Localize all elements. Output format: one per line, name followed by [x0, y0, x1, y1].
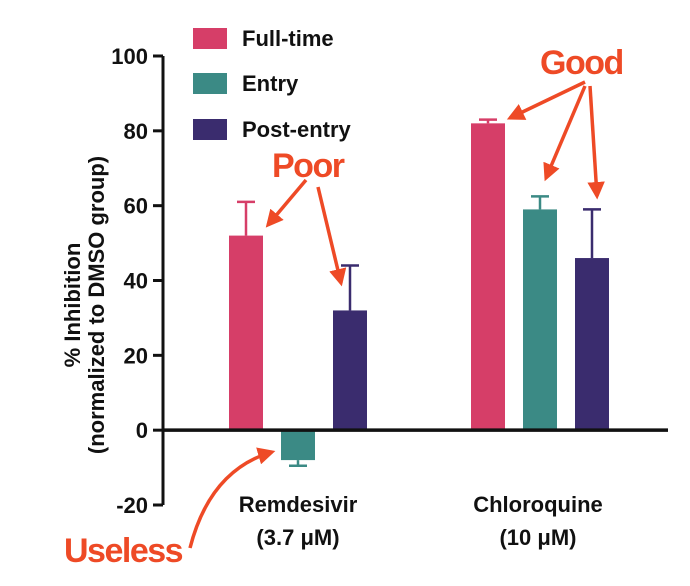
- bar-remdesivir-full-time: [229, 235, 263, 431]
- y-tick-label: 80: [124, 119, 148, 144]
- annotation-useless: Useless: [64, 532, 183, 570]
- legend-label-post-entry: Post-entry: [242, 117, 352, 142]
- legend: Full-time Entry Post-entry: [193, 26, 352, 142]
- arrow-good-to-postentry: [587, 85, 605, 200]
- x-category-remdesivir: Remdesivir (3.7 μM): [239, 492, 358, 550]
- y-tick-label: 60: [124, 194, 148, 219]
- category-label-remdesivir-dose: (3.7 μM): [256, 525, 339, 550]
- y-tick-label: -20: [116, 493, 148, 518]
- bar-chloroquine-full-time: [471, 123, 505, 431]
- arrow-poor-to-postentry: [316, 186, 347, 287]
- arrow-useless-to-entry: [188, 447, 276, 549]
- bar-remdesivir-post-entry: [333, 310, 367, 431]
- y-tick-label: 100: [111, 44, 148, 69]
- x-category-chloroquine: Chloroquine (10 μM): [473, 492, 603, 550]
- category-label-remdesivir-name: Remdesivir: [239, 492, 358, 517]
- arrow-good-to-fulltime: [506, 80, 586, 120]
- y-tick-label: 0: [136, 418, 148, 443]
- legend-swatch-post-entry: [193, 119, 227, 140]
- y-axis-label-line1: % Inhibition: [60, 243, 85, 368]
- annotation-good: Good: [540, 44, 623, 82]
- bar-chloroquine-entry: [523, 209, 557, 431]
- bars-group: [229, 118, 609, 467]
- category-label-chloroquine-dose: (10 μM): [499, 525, 576, 550]
- legend-swatch-full-time: [193, 28, 227, 49]
- legend-label-full-time: Full-time: [242, 26, 334, 51]
- y-tick-label: 20: [124, 343, 148, 368]
- y-axis-ticks: 100 80 60 40 20 0 -20: [111, 44, 163, 518]
- arrow-poor-to-fulltime: [265, 178, 308, 228]
- legend-swatch-entry: [193, 73, 227, 94]
- annotation-poor: Poor: [272, 147, 345, 185]
- category-label-chloroquine-name: Chloroquine: [473, 492, 603, 517]
- bar-remdesivir-entry: [281, 430, 315, 461]
- legend-label-entry: Entry: [242, 71, 299, 96]
- annotation-arrows: [188, 80, 605, 549]
- y-tick-label: 40: [124, 269, 148, 294]
- bar-chloroquine-post-entry: [575, 258, 609, 431]
- y-axis-label-line2: (normalized to DMSO group): [84, 156, 109, 454]
- arrow-good-to-entry: [543, 85, 587, 182]
